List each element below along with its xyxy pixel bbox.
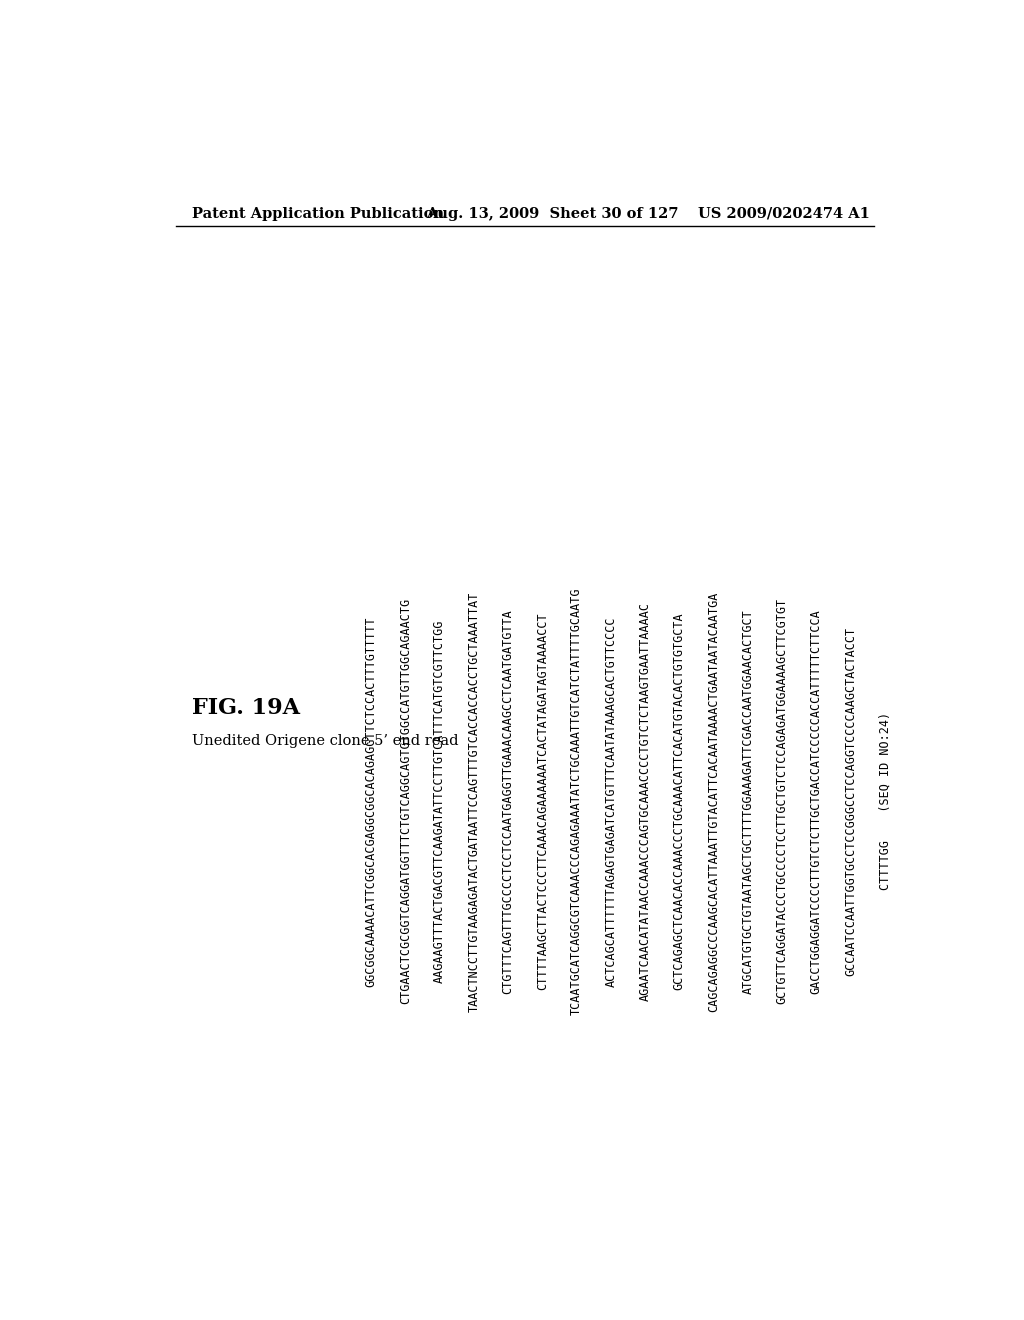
Text: TCAATGCATCAGGCGTCAAACCCAGAGAAATATCTGCAAATTGTCATCTATTTTGCAATG: TCAATGCATCAGGCGTCAAACCCAGAGAAATATCTGCAAA… xyxy=(570,587,583,1015)
Text: GCTCAGAGCTCAACACCAAACCCTGCAAACATTCACATGTACACTGTGTGCTA: GCTCAGAGCTCAACACCAAACCCTGCAAACATTCACATGT… xyxy=(673,612,686,990)
Text: Unedited Origene clone 5’ end read: Unedited Origene clone 5’ end read xyxy=(191,734,458,748)
Text: CTTTTGG    (SEQ ID NO:24): CTTTTGG (SEQ ID NO:24) xyxy=(879,713,891,891)
Text: Patent Application Publication: Patent Application Publication xyxy=(191,207,443,220)
Text: FIG. 19A: FIG. 19A xyxy=(191,697,300,719)
Text: ATGCATGTGCTGTAATAGCTGCTTTTGGAAAGATTCGACCAATGGAACACTGCT: ATGCATGTGCTGTAATAGCTGCTTTTGGAAAGATTCGACC… xyxy=(741,609,755,994)
Text: TAACTNCCTTGTAAGAGATACTGATAATTCCAGTTTGTCACCACCACCTGCTAAATTAT: TAACTNCCTTGTAAGAGATACTGATAATTCCAGTTTGTCA… xyxy=(467,591,480,1011)
Text: CTGTTTCAGTTTGCCCCTCCTCCAATGAGGTTGAAACAAGCCTCAATGATGTTA: CTGTTTCAGTTTGCCCCTCCTCCAATGAGGTTGAAACAAG… xyxy=(502,609,515,994)
Text: GCCAATCCAATTGGTGCCTCCGGGCCTCCAGGTCCCCAAGCTACTACCT: GCCAATCCAATTGGTGCCTCCGGGCCTCCAGGTCCCCAAG… xyxy=(844,627,857,975)
Text: Aug. 13, 2009  Sheet 30 of 127: Aug. 13, 2009 Sheet 30 of 127 xyxy=(426,207,679,220)
Text: GGCGGCAAAACATTCGGCACGAGGCGGCACAGAGGTTCTCCACTTTGTTTTT: GGCGGCAAAACATTCGGCACGAGGCGGCACAGAGGTTCTC… xyxy=(365,616,378,986)
Text: CTGAACTCGCGGTCAGGATGGTTTCTGTCAGGCAGTGTGGCCATGTTGGCAGAACTG: CTGAACTCGCGGTCAGGATGGTTTCTGTCAGGCAGTGTGG… xyxy=(398,598,412,1005)
Text: ACTCAGCATTTTTTAGAGTGAGATCATGTTTCAATATAAAGCACTGTTCCCC: ACTCAGCATTTTTTAGAGTGAGATCATGTTTCAATATAAA… xyxy=(604,616,617,986)
Text: AGAATCAACATATAACCAAACCCAGTGCAAACCCCTGTCTCTAAGTGAATTAAAAC: AGAATCAACATATAACCAAACCCAGTGCAAACCCCTGTCT… xyxy=(639,602,651,1001)
Text: CAGCAGAGGCCCAAGCACATTAAATTGTACATTCACAATAAAACTGAATAATACAATGA: CAGCAGAGGCCCAAGCACATTAAATTGTACATTCACAATA… xyxy=(708,591,720,1011)
Text: US 2009/0202474 A1: US 2009/0202474 A1 xyxy=(697,207,869,220)
Text: AAGAAGTTTACTGACGTTCAAGATATTCCTTGTCATTTCATGTCGTTCTGG: AAGAAGTTTACTGACGTTCAAGATATTCCTTGTCATTTCA… xyxy=(433,619,446,983)
Text: GACCTGGAGGATCCCCTTGTCTCTTGCTGACCATCCCCCACCATTTTTCTTCCA: GACCTGGAGGATCCCCTTGTCTCTTGCTGACCATCCCCCA… xyxy=(810,609,823,994)
Text: GCTGTTCAGGATACCCTGCCCCTCCTTGCTGTCTCCAGAGATGGAAAAGCTTCGTGT: GCTGTTCAGGATACCCTGCCCCTCCTTGCTGTCTCCAGAG… xyxy=(775,598,788,1005)
Text: CTTTTAAGCTTACTCCCTTCAAACAGAAAAAATCACTATAGATAGTAAAACCT: CTTTTAAGCTTACTCCCTTCAAACAGAAAAAATCACTATA… xyxy=(536,612,549,990)
